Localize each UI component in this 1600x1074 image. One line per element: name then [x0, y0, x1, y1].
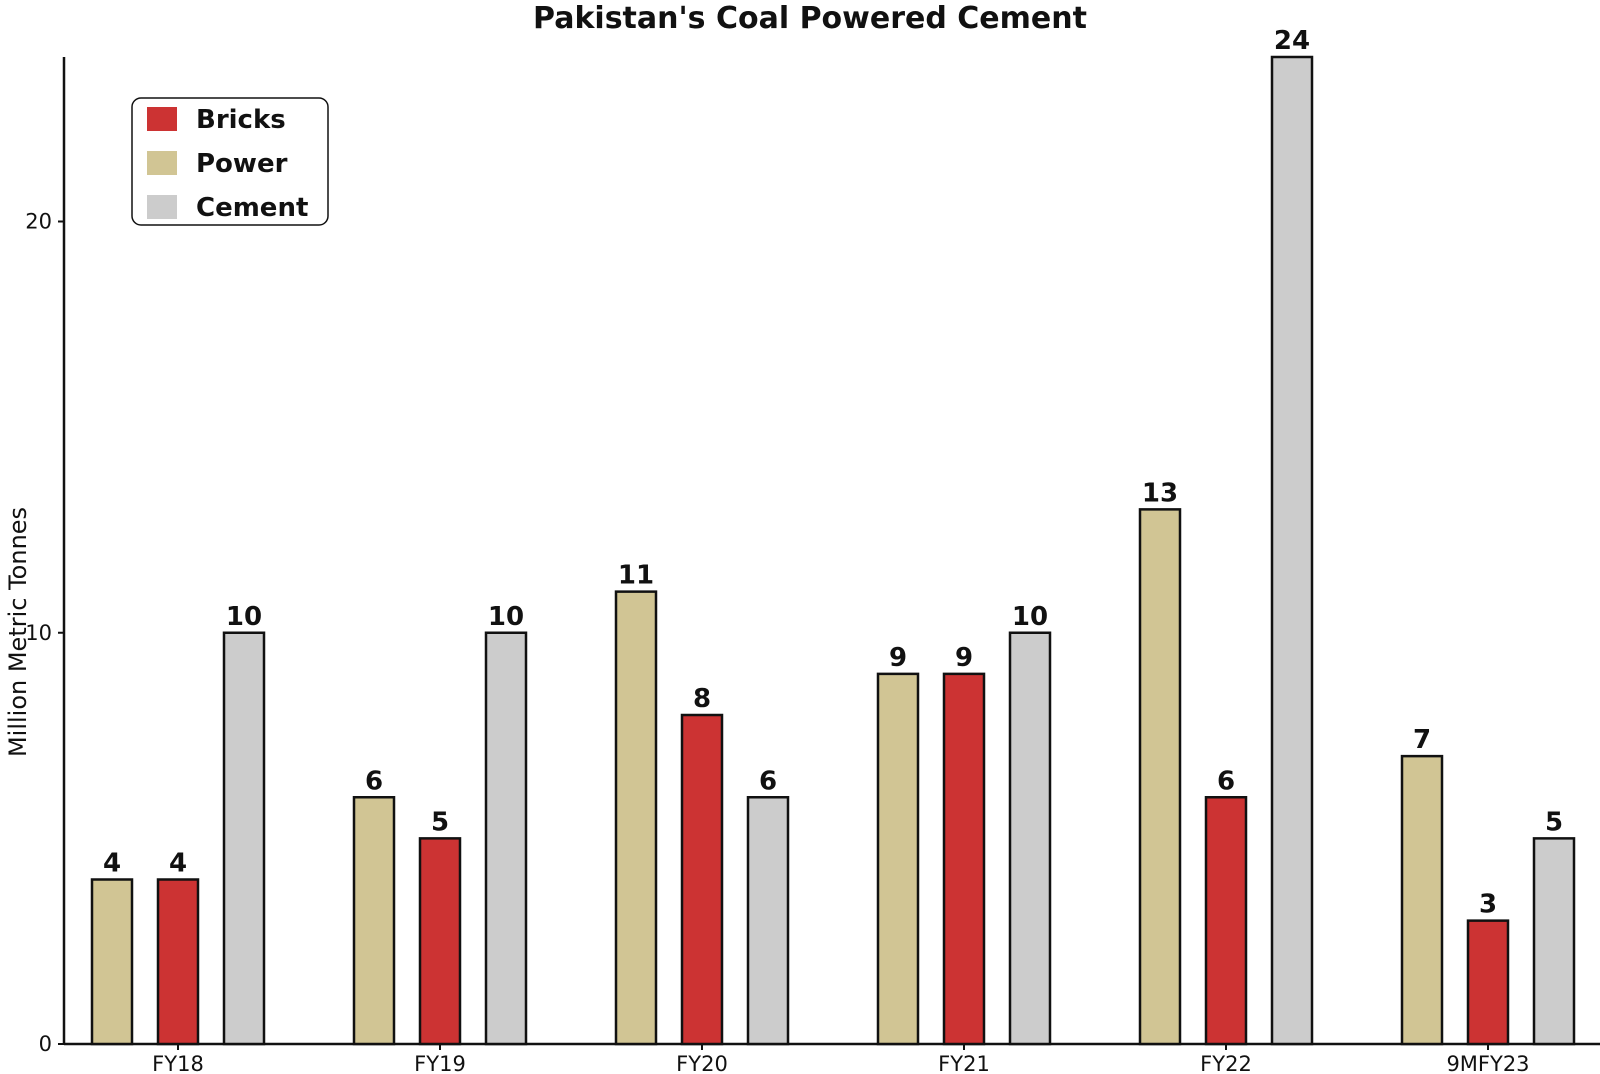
x-tick-label: FY21 [938, 1052, 990, 1074]
x-axis-ticks: FY18 FY19 FY20 FY21 FY22 9MFY23 [152, 1044, 1530, 1074]
bar-power [352, 796, 396, 1046]
bar-cement [1008, 631, 1052, 1046]
bar-power [90, 878, 134, 1046]
bar-bricks [418, 837, 462, 1046]
x-tick-label: FY18 [152, 1052, 204, 1074]
legend: Bricks Power Cement [131, 97, 329, 226]
chart-title: Pakistan's Coal Powered Cement [533, 1, 1087, 36]
data-label-power: 9 [889, 643, 907, 673]
bar-power [1400, 754, 1444, 1046]
data-label-bricks: 5 [431, 807, 449, 837]
data-label-bricks: 6 [1217, 766, 1235, 796]
y-axis-label: Million Metric Tonnes [4, 507, 32, 757]
data-label-bricks: 3 [1479, 890, 1497, 920]
bar-bricks [1204, 796, 1248, 1046]
legend-label-cement: Cement [196, 193, 308, 223]
y-tick-label: 10 [25, 621, 52, 645]
legend-swatch-power [147, 151, 177, 175]
data-label-bricks: 8 [693, 684, 711, 714]
data-label-bricks: 4 [169, 849, 187, 879]
bar-cement [222, 631, 266, 1046]
data-label-cement: 24 [1274, 26, 1310, 56]
data-label-power: 4 [103, 849, 121, 879]
legend-swatch-bricks [147, 107, 177, 131]
bar-power [1138, 508, 1182, 1046]
y-tick-label: 20 [25, 210, 52, 234]
data-label-bricks: 9 [955, 643, 973, 673]
data-label-power: 13 [1142, 478, 1178, 508]
bar-cement [1532, 837, 1576, 1046]
bar-cement [484, 631, 528, 1046]
data-label-cement: 6 [759, 766, 777, 796]
data-label-power: 7 [1413, 725, 1431, 755]
legend-box [131, 97, 329, 226]
x-tick-label: FY19 [414, 1052, 466, 1074]
bar-series [90, 55, 1576, 1046]
bar-bricks [680, 713, 724, 1046]
bar-power [614, 590, 658, 1046]
data-label-cement: 10 [1012, 602, 1048, 632]
bar-bricks [1466, 919, 1510, 1046]
bar-cement [1270, 55, 1314, 1046]
data-label-cement: 10 [488, 602, 524, 632]
y-axis-ticks: 0 10 20 [25, 210, 64, 1056]
data-labels: 4 4 10 6 5 10 11 8 6 9 9 10 13 6 24 7 3 5 [103, 26, 1563, 920]
bar-bricks [942, 672, 986, 1046]
legend-label-power: Power [196, 149, 288, 179]
x-tick-label: FY22 [1200, 1052, 1252, 1074]
x-tick-label: FY20 [676, 1052, 728, 1074]
bar-bricks [156, 878, 200, 1046]
data-label-power: 6 [365, 766, 383, 796]
data-label-power: 11 [618, 561, 654, 591]
x-tick-label: 9MFY23 [1446, 1052, 1529, 1074]
data-label-cement: 5 [1545, 807, 1563, 837]
legend-label-bricks: Bricks [196, 105, 286, 135]
bar-cement [746, 796, 790, 1046]
data-label-cement: 10 [226, 602, 262, 632]
bar-power [876, 672, 920, 1046]
legend-swatch-cement [147, 195, 177, 219]
y-tick-label: 0 [39, 1032, 52, 1056]
